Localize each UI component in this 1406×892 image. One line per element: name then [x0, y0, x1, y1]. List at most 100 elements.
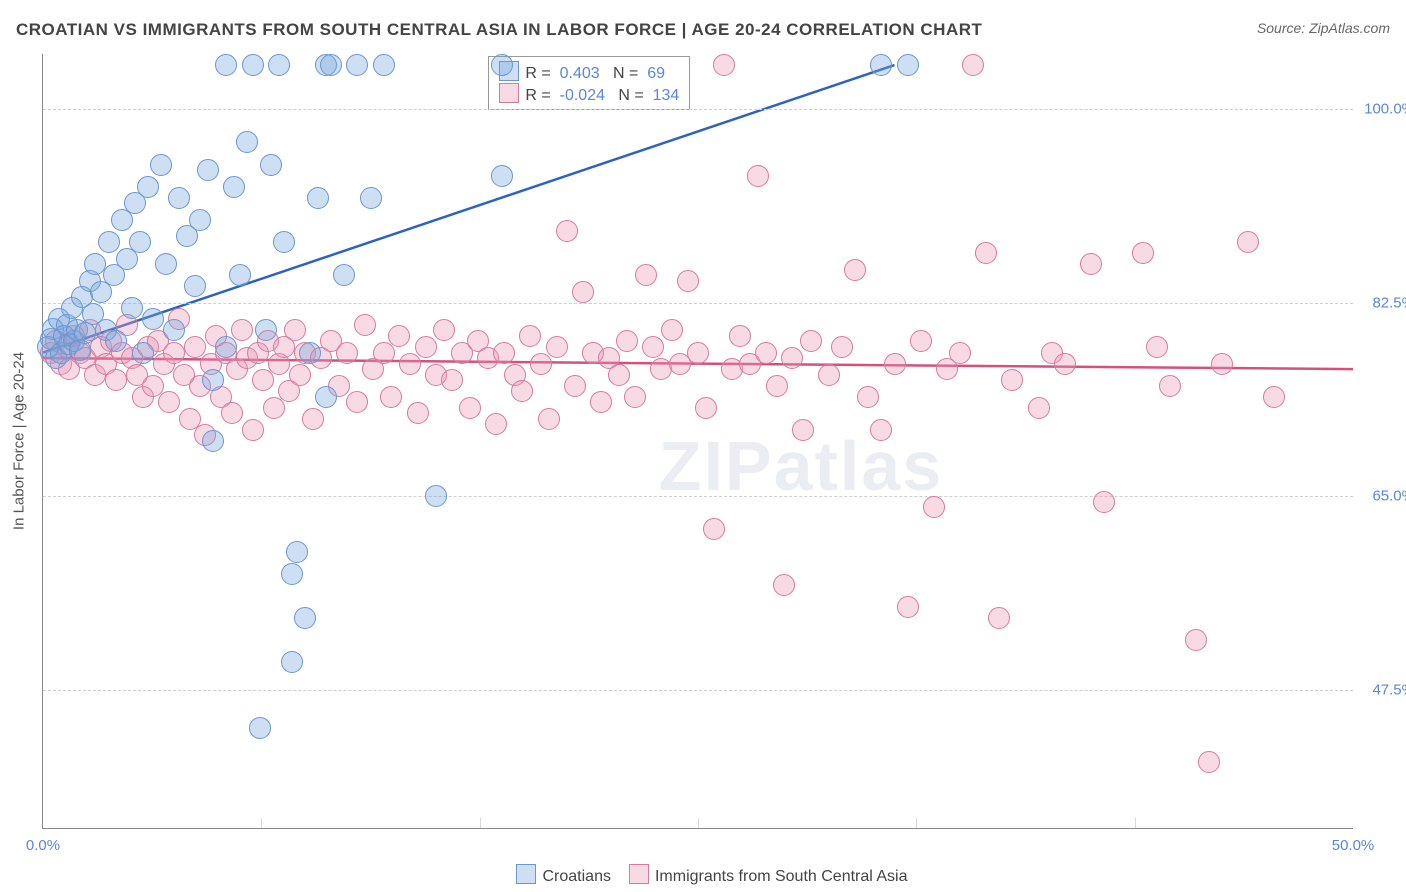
legend-row: R = -0.024 N = 134	[499, 83, 679, 105]
chart-title: CROATIAN VS IMMIGRANTS FROM SOUTH CENTRA…	[16, 20, 982, 39]
x-minor-tick	[1135, 818, 1136, 828]
x-tick-label: 0.0%	[26, 837, 60, 854]
point-series-b	[399, 353, 421, 375]
point-series-b	[302, 408, 324, 430]
point-series-b	[687, 342, 709, 364]
point-series-a	[98, 231, 120, 253]
y-tick-label: 100.0%	[1359, 101, 1406, 118]
point-series-a	[229, 264, 251, 286]
x-minor-tick	[698, 818, 699, 828]
point-series-b	[380, 386, 402, 408]
gridline-h	[43, 496, 1353, 497]
point-series-a	[255, 319, 277, 341]
point-series-b	[975, 242, 997, 264]
point-series-a	[333, 264, 355, 286]
point-series-b	[677, 270, 699, 292]
y-tick-label: 47.5%	[1359, 681, 1406, 698]
point-series-b	[511, 380, 533, 402]
point-series-b	[346, 391, 368, 413]
point-series-b	[897, 596, 919, 618]
point-series-a	[281, 651, 303, 673]
point-series-a	[129, 231, 151, 253]
y-axis-label: In Labor Force | Age 20-24	[11, 352, 28, 530]
point-series-a	[320, 54, 342, 76]
point-series-a	[202, 369, 224, 391]
point-series-a	[142, 308, 164, 330]
point-series-b	[538, 408, 560, 430]
point-series-a	[315, 386, 337, 408]
x-minor-tick	[480, 818, 481, 828]
point-series-b	[870, 419, 892, 441]
point-series-b	[572, 281, 594, 303]
point-series-a	[491, 165, 513, 187]
point-series-b	[792, 419, 814, 441]
regression-lines	[43, 54, 1353, 828]
point-series-b	[284, 319, 306, 341]
gridline-h	[43, 109, 1353, 110]
point-series-b	[642, 336, 664, 358]
point-series-b	[624, 386, 646, 408]
point-series-a	[491, 54, 513, 76]
point-series-b	[713, 54, 735, 76]
point-series-b	[289, 364, 311, 386]
gridline-h	[43, 303, 1353, 304]
point-series-b	[1211, 353, 1233, 375]
point-series-a	[74, 322, 96, 344]
point-series-b	[546, 336, 568, 358]
point-series-b	[163, 342, 185, 364]
point-series-b	[923, 496, 945, 518]
point-series-a	[294, 607, 316, 629]
point-series-a	[236, 131, 258, 153]
point-series-b	[781, 347, 803, 369]
point-series-a	[273, 231, 295, 253]
point-series-b	[766, 375, 788, 397]
point-series-b	[354, 314, 376, 336]
point-series-a	[197, 159, 219, 181]
point-series-a	[281, 563, 303, 585]
point-series-b	[459, 397, 481, 419]
point-series-a	[307, 187, 329, 209]
point-series-b	[485, 413, 507, 435]
point-series-b	[695, 397, 717, 419]
point-series-b	[1263, 386, 1285, 408]
point-series-b	[242, 419, 264, 441]
point-series-b	[949, 342, 971, 364]
point-series-a	[260, 154, 282, 176]
point-series-a	[184, 275, 206, 297]
point-series-b	[252, 369, 274, 391]
point-series-a	[132, 342, 154, 364]
point-series-b	[800, 330, 822, 352]
point-series-b	[1159, 375, 1181, 397]
legend-entry: Croatians	[498, 868, 610, 885]
point-series-b	[556, 220, 578, 242]
point-series-b	[415, 336, 437, 358]
y-tick-label: 65.0%	[1359, 488, 1406, 505]
point-series-b	[441, 369, 463, 391]
point-series-a	[268, 54, 290, 76]
point-series-b	[616, 330, 638, 352]
legend-entry: Immigrants from South Central Asia	[611, 868, 908, 885]
x-tick-label: 50.0%	[1332, 837, 1375, 854]
legend-row: R = 0.403 N = 69	[499, 61, 679, 83]
point-series-a	[870, 54, 892, 76]
point-series-b	[635, 264, 657, 286]
point-series-b	[1185, 629, 1207, 651]
correlation-legend: R = 0.403 N = 69R = -0.024 N = 134	[488, 56, 690, 110]
point-series-b	[373, 342, 395, 364]
point-series-a	[168, 187, 190, 209]
x-minor-tick	[261, 818, 262, 828]
point-series-a	[897, 54, 919, 76]
point-series-a	[215, 54, 237, 76]
point-series-a	[373, 54, 395, 76]
point-series-b	[1237, 231, 1259, 253]
point-series-a	[242, 54, 264, 76]
point-series-b	[988, 607, 1010, 629]
point-series-b	[1132, 242, 1154, 264]
point-series-a	[425, 485, 447, 507]
scatter-plot: In Labor Force | Age 20-24 ZIPatlas R = …	[42, 54, 1353, 829]
point-series-b	[493, 342, 515, 364]
point-series-a	[346, 54, 368, 76]
point-series-b	[221, 402, 243, 424]
point-series-b	[263, 397, 285, 419]
point-series-a	[155, 253, 177, 275]
